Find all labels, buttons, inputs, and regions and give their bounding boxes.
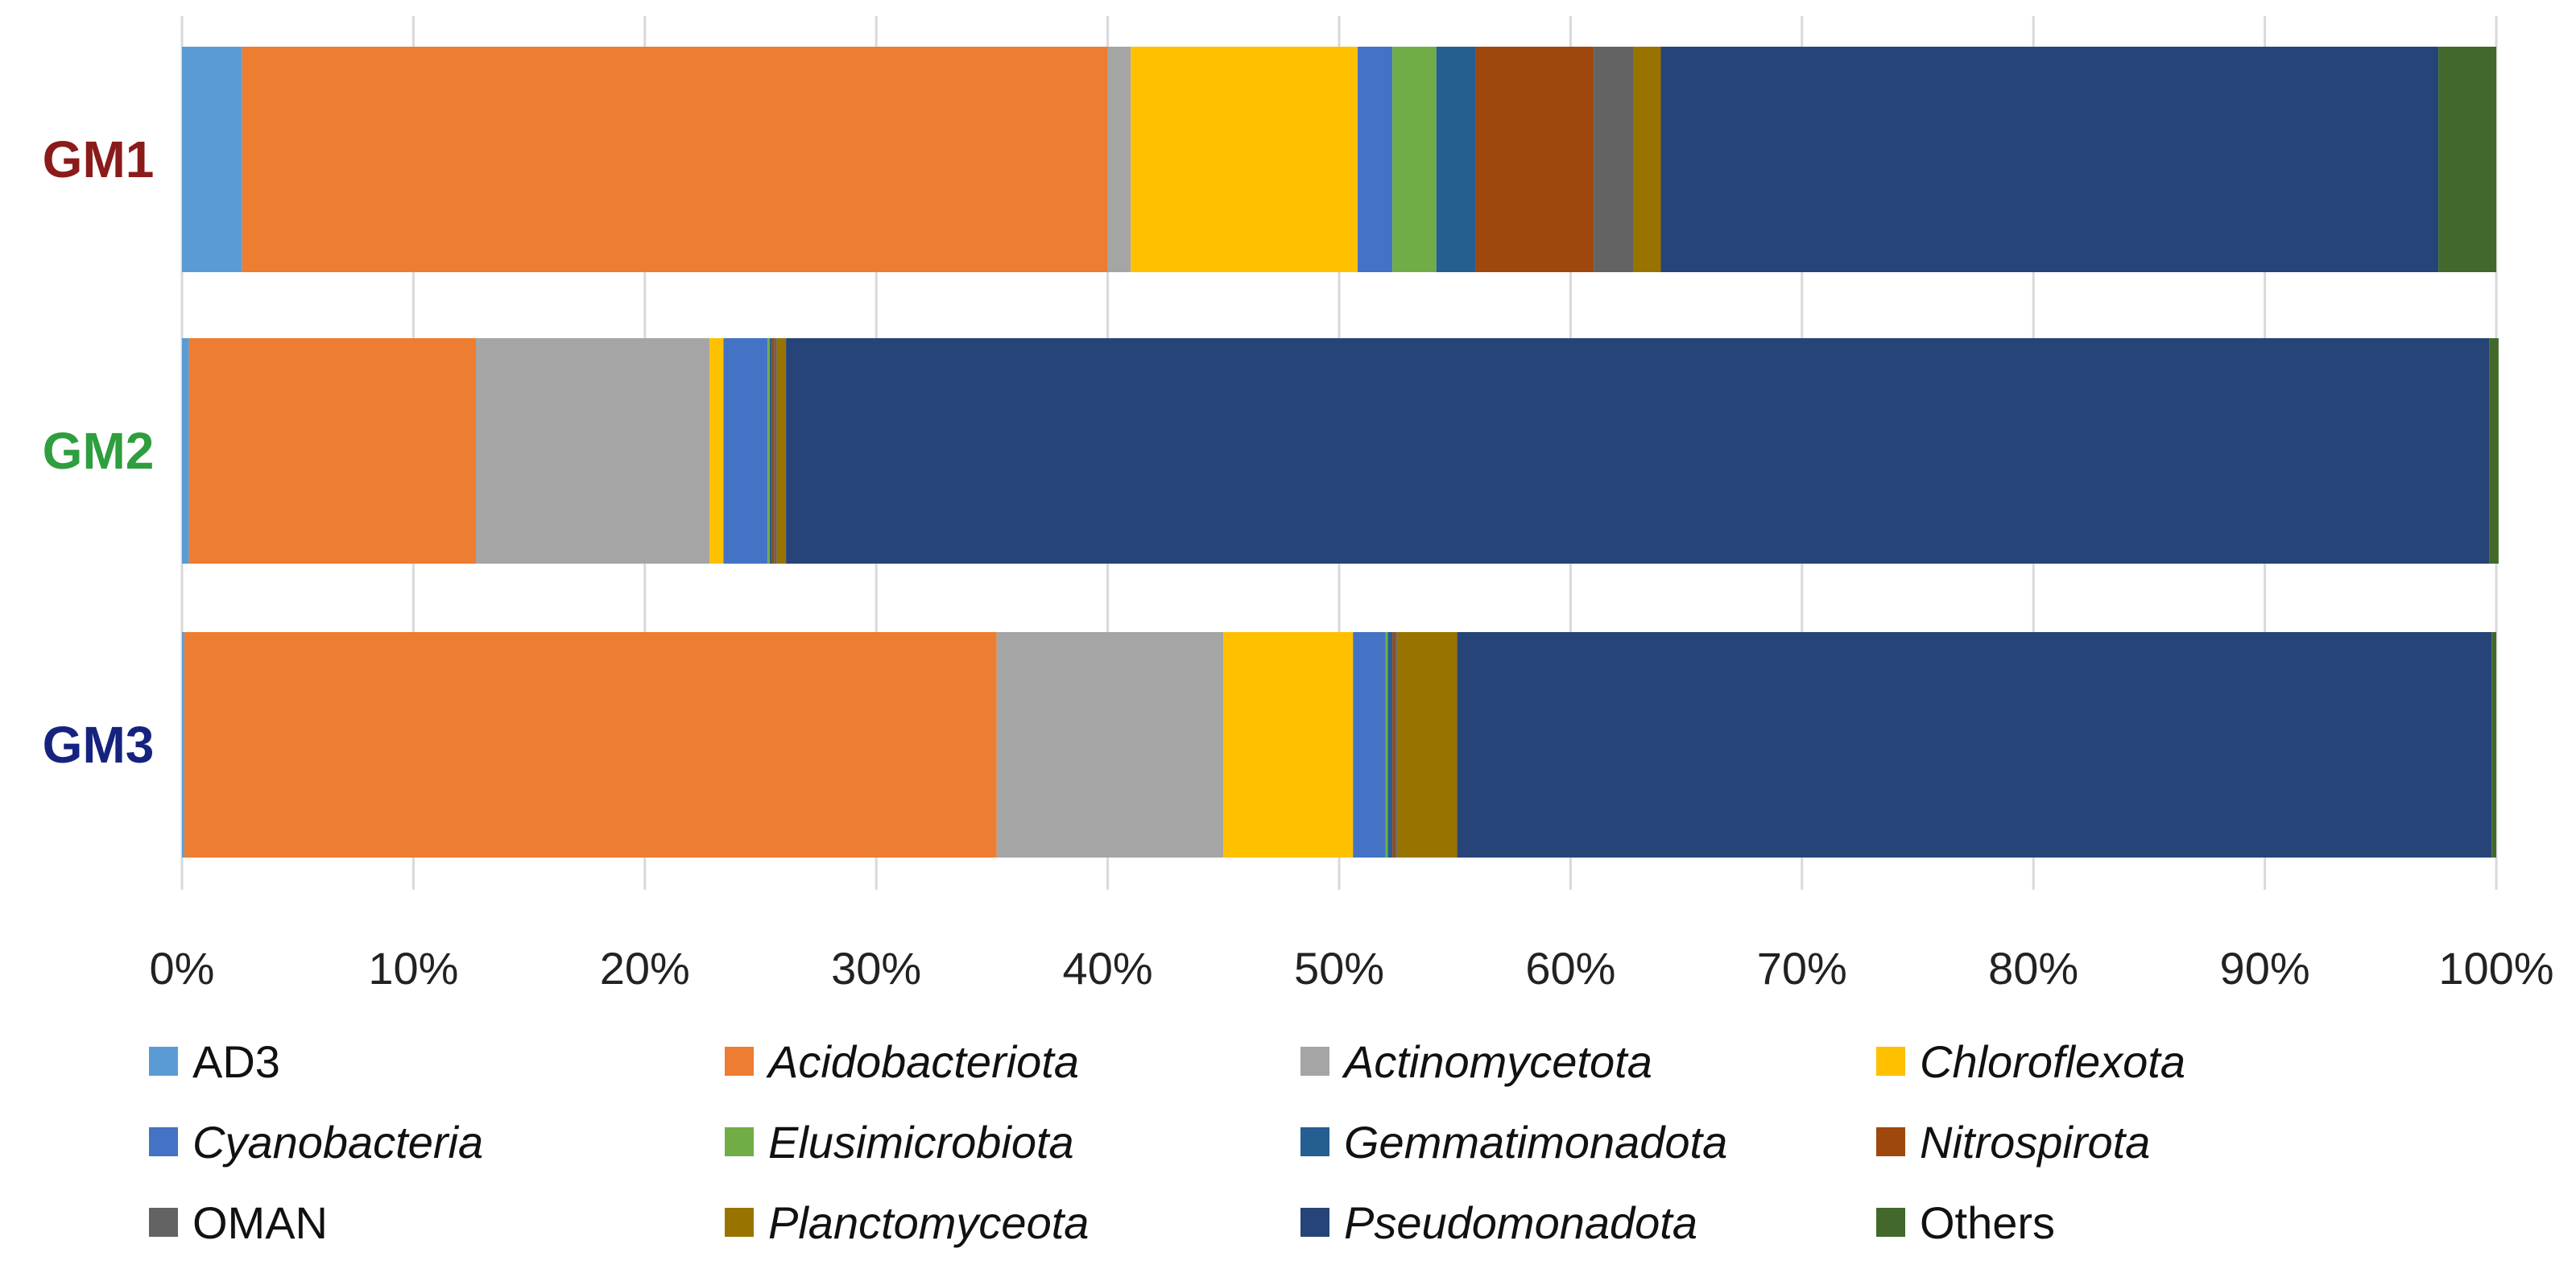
legend-swatch-planctomyceota [725,1208,754,1237]
bar-segment-gm3-chloroflexota [1223,632,1354,858]
legend-label-nitrospirota: Nitrospirota [1920,1117,2150,1168]
bar-segment-gm3-others [2491,632,2496,858]
legend: AD3 Acidobacteriota Actinomycetota Chlorofl… [149,1036,2185,1248]
bar-segment-gm1-planctomyceota [1632,47,1661,272]
legend-swatch-ad3 [149,1047,178,1076]
bar-segment-gm2-chloroflexota [709,338,724,564]
bar-group-gm1 [182,47,2496,272]
x-tick-label-6: 60% [1525,943,1615,994]
bar-segment-gm1-gemmatimonadota [1436,47,1476,272]
category-labels: GM1 GM2 GM3 [43,130,155,774]
legend-item-nitrospirota: Nitrospirota [1876,1117,2150,1168]
legend-swatch-others [1876,1208,1905,1237]
legend-label-planctomyceota: Planctomyceota [768,1197,1089,1248]
bar-segment-gm2-others [2489,338,2499,564]
legend-item-others: Others [1876,1197,2055,1248]
bar-segment-gm2-planctomyceota [776,338,787,564]
x-tick-label-8: 80% [1988,943,2078,994]
legend-swatch-oman [149,1208,178,1237]
legend-label-acidobacteriota: Acidobacteriota [766,1036,1079,1087]
x-tick-label-7: 70% [1757,943,1847,994]
legend-item-elusimicrobiota: Elusimicrobiota [725,1117,1074,1168]
bar-segment-gm2-gemmatimonadota [769,338,772,564]
bar-segment-gm2-elusimicrobiota [767,338,770,564]
bar-segment-gm2-oman [774,338,777,564]
bar-segment-gm2-ad3 [182,338,189,564]
legend-item-oman: OMAN [149,1197,328,1248]
legend-label-ad3: AD3 [192,1036,280,1087]
legend-item-planctomyceota: Planctomyceota [725,1197,1089,1248]
legend-item-gemmatimonadota: Gemmatimonadota [1300,1117,1727,1168]
bar-group-gm3 [182,632,2496,858]
legend-swatch-elusimicrobiota [725,1127,754,1156]
legend-item-chloroflexota: Chloroflexota [1876,1036,2185,1087]
bar-segment-gm1-pseudomonadota [1660,47,2439,272]
legend-label-actinomycetota: Actinomycetota [1342,1036,1652,1087]
legend-swatch-cyanobacteria [149,1127,178,1156]
bar-segment-gm2-nitrospirota [771,338,775,564]
legend-label-cyanobacteria: Cyanobacteria [192,1117,483,1168]
legend-swatch-pseudomonadota [1300,1208,1329,1237]
x-tick-label-0: 0% [150,943,215,994]
category-label-gm1: GM1 [43,130,155,188]
bar-segment-gm3-planctomyceota [1396,632,1458,858]
legend-label-others: Others [1920,1197,2055,1248]
bar-segment-gm1-ad3 [182,47,242,272]
bar-segment-gm2-acidobacteriota [188,338,476,564]
x-tick-label-3: 30% [831,943,921,994]
category-label-gm2: GM2 [43,422,155,480]
bar-segment-gm1-cyanobacteria [1357,47,1393,272]
bar-segment-gm3-oman [1394,632,1397,858]
legend-item-ad3: AD3 [149,1036,280,1087]
bar-group-gm2 [182,338,2499,564]
x-tick-label-9: 90% [2220,943,2310,994]
legend-item-pseudomonadota: Pseudomonadota [1300,1197,1697,1248]
bar-segment-gm1-nitrospirota [1475,47,1594,272]
x-tick-label-2: 20% [600,943,690,994]
bar-segment-gm3-acidobacteriota [184,632,997,858]
legend-item-cyanobacteria: Cyanobacteria [149,1117,483,1168]
x-tick-label-10: 100% [2438,943,2553,994]
category-label-gm3: GM3 [43,716,155,774]
bar-segment-gm3-pseudomonadota [1457,632,2492,858]
bar-segment-gm1-elusimicrobiota [1392,47,1437,272]
bar-segment-gm3-ad3 [182,632,184,858]
x-tick-label-1: 10% [368,943,458,994]
legend-label-pseudomonadota: Pseudomonadota [1344,1197,1697,1248]
bar-segment-gm1-chloroflexota [1131,47,1358,272]
x-axis-tick-labels: 0% 10% 20% 30% 40% 50% 60% 70% 80% 90% 100% [150,943,2554,994]
bar-segment-gm2-cyanobacteria [723,338,768,564]
bar-segment-gm3-elusimicrobiota [1385,632,1388,858]
bars [182,47,2499,858]
bar-segment-gm1-others [2438,47,2496,272]
bar-segment-gm1-acidobacteriota [242,47,1108,272]
bar-segment-gm2-actinomycetota [475,338,710,564]
x-tick-label-4: 40% [1063,943,1153,994]
legend-label-gemmatimonadota: Gemmatimonadota [1344,1117,1727,1168]
legend-label-elusimicrobiota: Elusimicrobiota [768,1117,1074,1168]
legend-swatch-nitrospirota [1876,1127,1905,1156]
bar-segment-gm3-actinomycetota [996,632,1224,858]
x-tick-label-5: 50% [1294,943,1384,994]
legend-swatch-acidobacteriota [725,1047,754,1076]
legend-label-chloroflexota: Chloroflexota [1920,1036,2185,1087]
legend-label-oman: OMAN [192,1197,328,1248]
bar-segment-gm3-gemmatimonadota [1387,632,1393,858]
bar-segment-gm3-cyanobacteria [1353,632,1386,858]
legend-item-acidobacteriota: Acidobacteriota [725,1036,1079,1087]
bar-segment-gm2-pseudomonadota [786,338,2490,564]
legend-swatch-chloroflexota [1876,1047,1905,1076]
bar-segment-gm1-oman [1594,47,1633,272]
legend-swatch-gemmatimonadota [1300,1127,1329,1156]
bar-segment-gm1-actinomycetota [1107,47,1131,272]
legend-swatch-actinomycetota [1300,1047,1329,1076]
bar-segment-gm3-nitrospirota [1392,632,1395,858]
legend-item-actinomycetota: Actinomycetota [1300,1036,1652,1087]
